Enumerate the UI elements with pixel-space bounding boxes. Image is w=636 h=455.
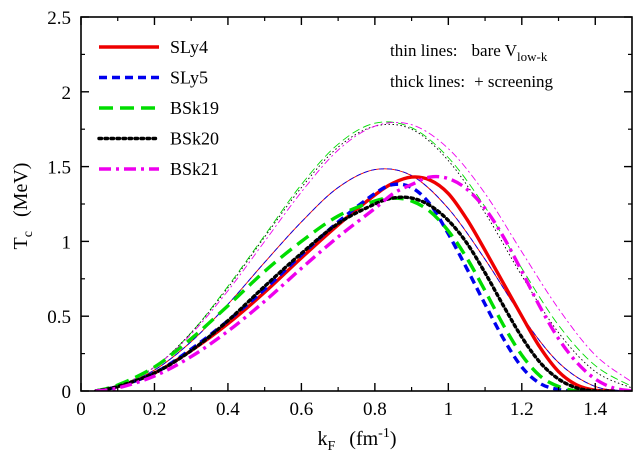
x-tick-label: 1.2: [510, 399, 534, 420]
legend: SLy4 SLy5 BSk19 BSk20 BSk21: [97, 37, 219, 179]
x-axis-title: kF (fm-1): [317, 426, 396, 454]
x-axis: 0 0.2 0.4 0.6 0.8 1 1.2 1.4: [76, 17, 608, 420]
annotation-thin-text: bare V: [472, 41, 518, 60]
y-tick-label: 2.5: [47, 8, 71, 29]
x-tick-label: 0.6: [290, 399, 314, 420]
y-tick-label: 1.5: [47, 158, 71, 179]
x-axis-symbol: k: [317, 428, 327, 450]
annotation-thick-lines: thick lines: + screening: [390, 72, 554, 91]
legend-label-sly4: SLy4: [170, 37, 208, 57]
x-axis-symbol-sub: F: [327, 439, 335, 454]
x-tick-label: 0: [76, 399, 86, 420]
x-tick-label: 0.4: [216, 399, 240, 420]
annotation-thin-lines: thin lines: bare Vlow-k: [390, 41, 548, 64]
legend-label-bsk20: BSk20: [170, 129, 219, 149]
legend-label-bsk19: BSk19: [170, 98, 219, 118]
annotation-thin-label: thin lines:: [390, 41, 458, 60]
x-tick-label: 0.8: [363, 399, 387, 420]
annotation-thin-sub: low-k: [517, 49, 548, 64]
series-sly5-screened-line: [95, 182, 596, 391]
series-bsk20-screened-line: [93, 195, 616, 391]
curves-layer: [93, 121, 632, 391]
x-tick-label: 1: [444, 399, 454, 420]
y-tick-label: 0: [62, 382, 72, 403]
y-tick-label: 2: [62, 83, 72, 104]
y-axis-symbol: T: [10, 237, 32, 249]
x-axis-unit-sup: -1: [378, 426, 390, 441]
y-axis: 0 0.5 1 1.5 2 2.5: [47, 8, 632, 403]
y-axis-unit: (MeV): [10, 163, 32, 217]
annotation-thick-text: + screening: [474, 72, 553, 91]
x-tick-label: 0.2: [143, 399, 167, 420]
series-bsk19-bare-line: [95, 121, 632, 391]
series-bsk19-screened-line: [95, 196, 596, 391]
y-axis-symbol-sub: c: [21, 231, 36, 237]
series-sly5-bare-line: [95, 168, 632, 391]
legend-label-bsk21: BSk21: [170, 159, 219, 179]
x-tick-label: 1.4: [583, 399, 607, 420]
y-tick-label: 1: [62, 232, 72, 253]
y-tick-label: 0.5: [47, 307, 71, 328]
legend-label-sly5: SLy5: [170, 68, 208, 88]
annotation-thick-label: thick lines:: [390, 72, 465, 91]
y-axis-title: Tc (MeV): [10, 163, 36, 250]
x-axis-unit-pre: (fm: [349, 428, 378, 450]
series-bsk21-screened-line: [95, 174, 632, 391]
x-axis-unit-post: ): [390, 428, 397, 450]
